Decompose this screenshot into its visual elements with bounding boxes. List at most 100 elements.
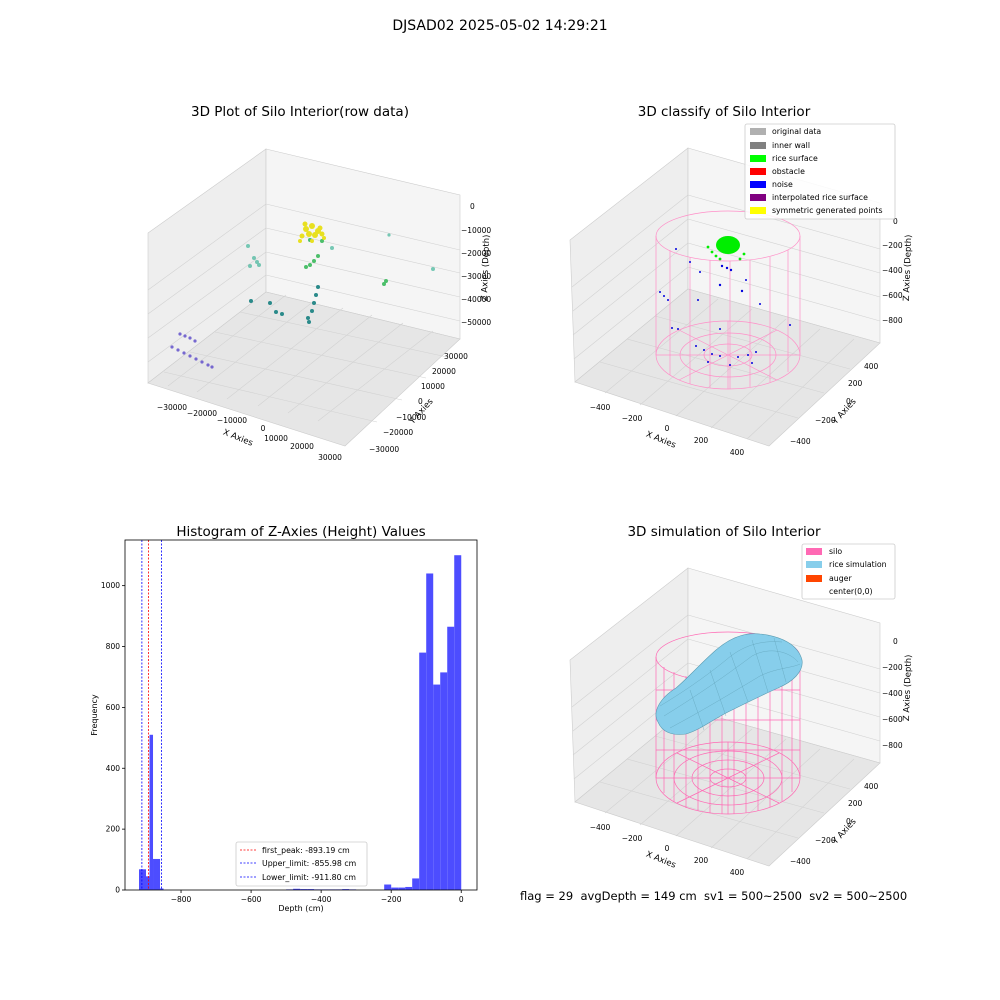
classify-title: 3D classify of Silo Interior: [638, 104, 811, 120]
raw-point: [268, 301, 272, 305]
raw-point: [298, 239, 302, 243]
simulation-legend: silo rice simulation auger center(0,0): [801, 543, 896, 600]
simulation-ztick: −800: [882, 741, 903, 750]
raw-ytick: 30000: [444, 352, 468, 361]
raw-point: [310, 309, 314, 313]
histogram-yticks: 0 200 400 600 800 1000: [101, 581, 125, 895]
legend-label: first_peak: -893.19 cm: [262, 846, 350, 855]
raw-zlabel: Z Axies (Depth): [480, 234, 492, 301]
raw-ztick: −30000: [461, 272, 491, 281]
simulation-ytick: −200: [815, 836, 836, 845]
legend-label: center(0,0): [829, 587, 873, 596]
classify-zlabel: Z Axies (Depth): [902, 234, 914, 301]
raw-ztick: −40000: [461, 295, 491, 304]
noise-point: [740, 289, 744, 293]
noise-point: [729, 268, 733, 272]
histogram-bar: [149, 734, 154, 890]
simulation-ylabel: Y Axies: [830, 816, 859, 847]
simulation-panel: 3D simulation of Silo Interior: [569, 524, 914, 877]
raw-point: [182, 351, 186, 355]
raw-xtick: 10000: [264, 434, 288, 443]
noise-point: [719, 355, 721, 357]
histogram-bar: [412, 878, 420, 890]
simulation-legend-frame: [801, 543, 896, 600]
classify-xtick: 0: [665, 424, 670, 433]
legend-label: interpolated rice surface: [772, 193, 868, 202]
histogram-xtick-label: −600: [241, 895, 262, 904]
noise-point: [667, 299, 669, 301]
histogram-xtick-label: 0: [459, 895, 464, 904]
raw-title: 3D Plot of Silo Interior(row data): [191, 104, 409, 120]
legend-label: inner wall: [772, 141, 810, 150]
raw-xtick: −30000: [157, 403, 187, 412]
simulation-ztick: −400: [882, 689, 903, 698]
raw-xtick: 30000: [318, 453, 342, 462]
legend-label: silo: [829, 547, 842, 556]
raw-point: [280, 312, 284, 316]
histogram-bar: [139, 869, 147, 890]
raw-ytick: 10000: [421, 382, 445, 391]
histogram-bar: [146, 876, 150, 890]
noise-point: [789, 324, 791, 326]
histogram-bar: [419, 652, 427, 890]
raw-point: [316, 285, 320, 289]
simulation-ztick: −200: [882, 663, 903, 672]
histogram-bar: [398, 887, 406, 890]
raw-xlabel: X Axies: [221, 428, 254, 449]
simulation-xlabel: X Axies: [644, 850, 677, 871]
classify-xtick: −400: [590, 403, 611, 412]
histogram-bar: [405, 886, 413, 890]
legend-label: original data: [772, 127, 821, 136]
histogram-bar: [307, 889, 315, 890]
raw-point: [188, 336, 192, 340]
legend-swatch: [750, 142, 766, 149]
histogram-ytick-label: 200: [106, 825, 121, 834]
histogram-xtick-label: −800: [171, 895, 192, 904]
classify-panel: 3D classify of Silo Interior: [569, 104, 914, 457]
raw-points: [170, 221, 435, 369]
raw-point: [200, 360, 204, 364]
noise-point: [755, 351, 757, 353]
histogram-xtick-label: −200: [381, 895, 402, 904]
simulation-xtick: 400: [730, 868, 745, 877]
raw-point: [178, 332, 182, 336]
raw-point: [306, 316, 310, 320]
raw-point: [306, 231, 312, 237]
raw-point: [314, 293, 318, 297]
raw-point: [257, 263, 261, 267]
classify-ztick: 0: [893, 217, 898, 226]
simulation-xtick: −400: [590, 823, 611, 832]
raw-point: [194, 357, 198, 361]
raw-ztick: −50000: [461, 318, 491, 327]
rice-simulation-surface: [655, 633, 803, 735]
raw-xtick: −10000: [217, 416, 247, 425]
raw-box: [147, 148, 461, 447]
rice-surface-point: [742, 252, 746, 256]
histogram-ytick-label: 1000: [101, 581, 120, 590]
classify-ytick: 0: [846, 397, 851, 406]
noise-point: [703, 349, 705, 351]
legend-label: rice surface: [772, 154, 818, 163]
classify-ztick: −200: [882, 241, 903, 250]
histogram-xlabel: Depth (cm): [278, 904, 323, 913]
raw-point: [274, 310, 278, 314]
histogram-bar: [391, 887, 399, 890]
simulation-ytick: 400: [864, 782, 879, 791]
noise-point: [663, 295, 665, 297]
noise-point: [695, 345, 697, 347]
raw-ztick: −20000: [461, 249, 491, 258]
raw-xtick: 0: [261, 424, 266, 433]
rice-surface-point: [714, 254, 718, 258]
histogram-bar: [153, 858, 161, 890]
histogram-ylabel: Frequency: [90, 694, 99, 736]
histogram-bars: [139, 555, 462, 890]
raw-point: [316, 254, 320, 258]
raw-point: [206, 363, 210, 367]
raw-point: [252, 256, 256, 260]
classify-ytick: 400: [864, 362, 879, 371]
raw-point: [382, 282, 386, 286]
simulation-ytick: −400: [790, 857, 811, 866]
histogram-bar: [300, 889, 308, 890]
raw-point: [176, 348, 180, 352]
